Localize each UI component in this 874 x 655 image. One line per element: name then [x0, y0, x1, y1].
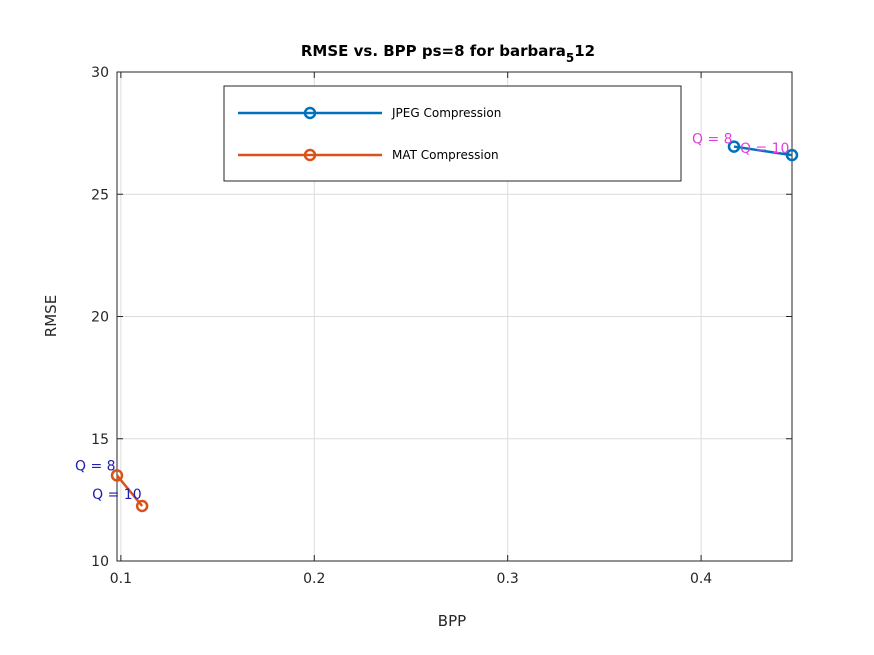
series-marker [785, 148, 799, 162]
series-marker [727, 140, 741, 153]
point-label: Q = 10 [740, 141, 789, 157]
x-tick-label: 0.2 [303, 571, 325, 587]
legend-marker [303, 106, 317, 120]
legend-label: MAT Compression [392, 148, 499, 162]
legend-marker [303, 148, 317, 162]
series-marker [135, 499, 149, 513]
x-axis-label: BPP [438, 612, 466, 630]
y-tick-label: 10 [91, 554, 109, 570]
axis-ticks: 0.1 0.2 0.3 0.4 10 15 20 25 30 [91, 65, 792, 587]
chart-title: RMSE vs. BPP ps=8 for barbara512 [301, 42, 595, 65]
point-annotations: Q = 8 Q = 10 Q = 8 Q = 10 [75, 132, 789, 503]
series-layer [110, 140, 799, 513]
legend-items: JPEG Compression MAT Compression [238, 106, 501, 162]
x-tick-label: 0.3 [497, 571, 519, 587]
series-line [116, 474, 144, 507]
legend-box [223, 85, 682, 182]
y-tick-label: 25 [91, 187, 109, 203]
series-marker [110, 469, 124, 482]
y-tick-label: 20 [91, 310, 109, 326]
point-label: Q = 8 [692, 132, 733, 148]
y-tick-label: 15 [91, 432, 109, 448]
x-tick-label: 0.4 [690, 571, 712, 587]
legend: JPEG Compression MAT Compression [223, 85, 682, 182]
y-tick-label: 30 [91, 65, 109, 81]
legend-label: JPEG Compression [391, 106, 501, 120]
point-label: Q = 8 [75, 458, 116, 474]
x-tick-label: 0.1 [110, 571, 132, 587]
point-label: Q = 10 [92, 487, 141, 503]
series-line [733, 145, 793, 157]
y-axis-label: RMSE [42, 295, 60, 337]
